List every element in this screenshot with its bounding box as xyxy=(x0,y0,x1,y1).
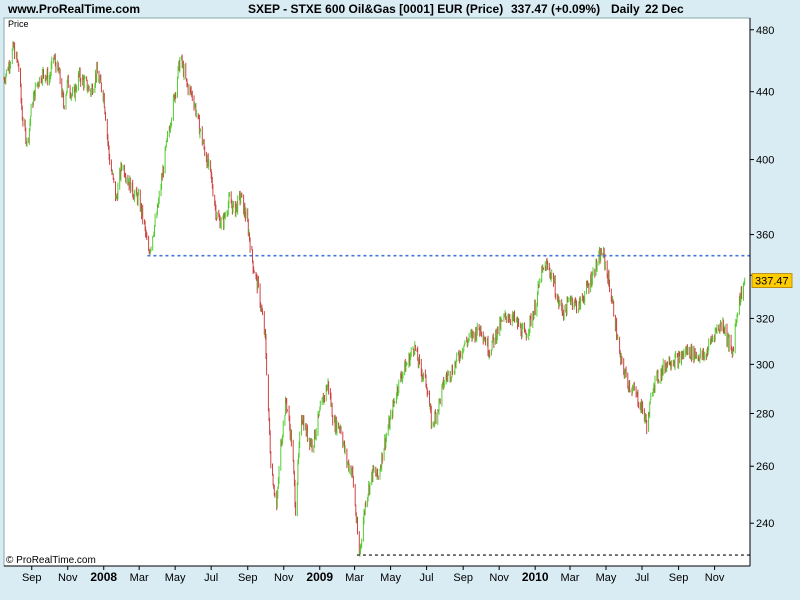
y-tick-label: 300 xyxy=(756,359,774,371)
x-tick-label: May xyxy=(596,572,617,584)
period-label: Daily xyxy=(611,2,640,16)
price-bars xyxy=(3,41,746,557)
x-tick-label: Sep xyxy=(238,572,258,584)
chart-header: www.ProRealTime.com SXEP - STXE 600 Oil&… xyxy=(0,0,800,18)
y-tick-label: 260 xyxy=(756,461,774,473)
price-tag-box xyxy=(751,273,793,288)
x-tick-label: Nov xyxy=(58,572,78,584)
x-tick-label: Sep xyxy=(669,572,689,584)
x-tick-label: Nov xyxy=(705,572,725,584)
site-name[interactable]: www.ProRealTime.com xyxy=(8,2,141,16)
last-price-tag: 337.47 xyxy=(751,273,793,288)
x-tick-label: Nov xyxy=(489,572,509,584)
y-tick-label: 360 xyxy=(756,230,774,242)
instrument-title: SXEP - STXE 600 Oil&Gas [0001] EUR (Pric… xyxy=(248,2,504,16)
x-tick-label: 2008 xyxy=(90,570,117,584)
x-tick-label: Sep xyxy=(453,572,473,584)
plot-area xyxy=(3,17,751,567)
copyright-text: © ProRealTime.com xyxy=(6,555,96,566)
x-tick-label: Mar xyxy=(345,572,364,584)
y-tick-label: 280 xyxy=(756,408,774,420)
x-tick-label: Mar xyxy=(130,572,149,584)
x-tick-label: Sep xyxy=(22,572,42,584)
x-tick-label: Jul xyxy=(635,572,649,584)
x-tick-label: Jul xyxy=(420,572,434,584)
x-tick-label: May xyxy=(165,572,186,584)
x-tick-label: Jul xyxy=(204,572,218,584)
price-tag-label: 337.47 xyxy=(755,276,789,288)
y-tick-label: 400 xyxy=(756,155,774,167)
x-tick-label: 2010 xyxy=(522,570,549,584)
y-tick-label: 240 xyxy=(756,518,774,530)
x-tick-label: Nov xyxy=(274,572,294,584)
y-tick-label: 480 xyxy=(756,25,774,37)
x-tick-label: May xyxy=(380,572,401,584)
x-tick-label: Mar xyxy=(561,572,580,584)
y-tick-label: 440 xyxy=(756,87,774,99)
y-axis: 240 260 280 300 320 360 400 440 480 xyxy=(749,18,774,566)
x-axis: Sep Nov 2008 Mar May Jul Sep Nov 2009 Mar May Jul Se… xyxy=(4,565,750,584)
date-label: 22 Dec xyxy=(645,2,684,16)
last-change: 337.47 (+0.09%) xyxy=(511,2,601,16)
x-tick-label: 2009 xyxy=(306,570,333,584)
y-tick-label: 320 xyxy=(756,313,774,325)
reference-lines xyxy=(147,254,750,556)
panel-label: Price xyxy=(8,19,29,29)
